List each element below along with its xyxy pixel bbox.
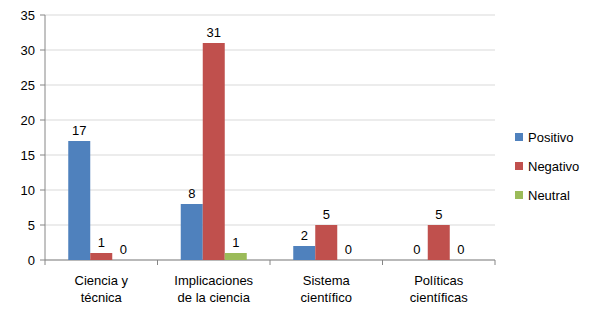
grid-line <box>45 50 495 51</box>
bar <box>225 253 247 260</box>
y-tick-label: 30 <box>21 43 35 58</box>
chart-container: 0510152025303517108311250050Ciencia ytéc… <box>0 0 610 330</box>
data-label: 0 <box>120 242 127 257</box>
data-label: 8 <box>188 186 195 201</box>
y-tick <box>40 155 45 156</box>
bar <box>203 43 225 260</box>
legend-swatch <box>515 133 523 141</box>
data-label: 1 <box>98 235 105 250</box>
y-tick-label: 35 <box>21 8 35 23</box>
x-tick-label: Sistema científico <box>301 273 352 305</box>
data-label: 5 <box>435 207 442 222</box>
data-label: 5 <box>323 207 330 222</box>
y-tick-label: 15 <box>21 148 35 163</box>
y-tick <box>40 225 45 226</box>
bar <box>181 204 203 260</box>
x-tick <box>382 260 383 265</box>
data-label: 1 <box>232 235 239 250</box>
grid-line <box>45 120 495 121</box>
bar <box>315 225 337 260</box>
bar <box>112 260 134 261</box>
y-tick <box>40 85 45 86</box>
y-tick-label: 10 <box>21 183 35 198</box>
bar <box>90 253 112 260</box>
x-tick-label-line: de la ciencia <box>178 290 251 305</box>
data-label: 0 <box>457 242 464 257</box>
x-tick-label: Ciencia y técnica <box>75 273 129 305</box>
y-tick <box>40 15 45 16</box>
x-tick-label-line: técnica <box>81 290 123 305</box>
grid-line <box>45 15 495 16</box>
x-tick-label-line: Implicaciones <box>174 273 253 288</box>
y-tick <box>40 190 45 191</box>
x-tick-label-line: científicas <box>410 290 468 305</box>
bar <box>337 260 359 261</box>
legend-label: Neutral <box>528 188 570 203</box>
y-tick <box>40 260 45 261</box>
grid-line <box>45 225 495 226</box>
y-tick <box>40 50 45 51</box>
background <box>0 0 610 330</box>
data-label: 17 <box>72 123 86 138</box>
x-tick <box>270 260 271 265</box>
x-tick-label-line: científico <box>301 290 352 305</box>
data-label: 2 <box>301 228 308 243</box>
data-label: 0 <box>413 242 420 257</box>
x-tick-label-line: Sistema <box>303 273 351 288</box>
grid-line <box>45 155 495 156</box>
y-tick-label: 25 <box>21 78 35 93</box>
data-label: 0 <box>345 242 352 257</box>
x-tick-label: Políticas científicas <box>410 273 468 305</box>
bar <box>406 260 428 261</box>
bar <box>450 260 472 261</box>
bars <box>68 43 450 260</box>
x-tick <box>157 260 158 265</box>
legend-label: Positivo <box>528 130 574 145</box>
bar <box>68 141 90 260</box>
legend-label: Negativo <box>528 159 579 174</box>
y-tick-label: 20 <box>21 113 35 128</box>
x-tick-label: Implicaciones de la ciencia <box>174 273 253 305</box>
x-tick-label-line: Ciencia y <box>75 273 129 288</box>
data-label: 31 <box>207 25 221 40</box>
grid-line <box>45 190 495 191</box>
chart-svg: 0510152025303517108311250050Ciencia ytéc… <box>0 0 610 330</box>
y-axis <box>45 15 46 260</box>
y-tick <box>40 120 45 121</box>
y-tick-label: 5 <box>28 218 35 233</box>
legend-swatch <box>515 162 523 170</box>
x-tick <box>495 260 496 265</box>
bar <box>428 225 450 260</box>
x-tick-label-line: Políticas <box>414 273 464 288</box>
y-tick-label: 0 <box>28 253 35 268</box>
data-labels: 17108311250050 <box>72 25 464 257</box>
x-tick <box>45 260 46 265</box>
grid-line <box>45 85 495 86</box>
legend-swatch <box>515 191 523 199</box>
bar <box>293 246 315 260</box>
